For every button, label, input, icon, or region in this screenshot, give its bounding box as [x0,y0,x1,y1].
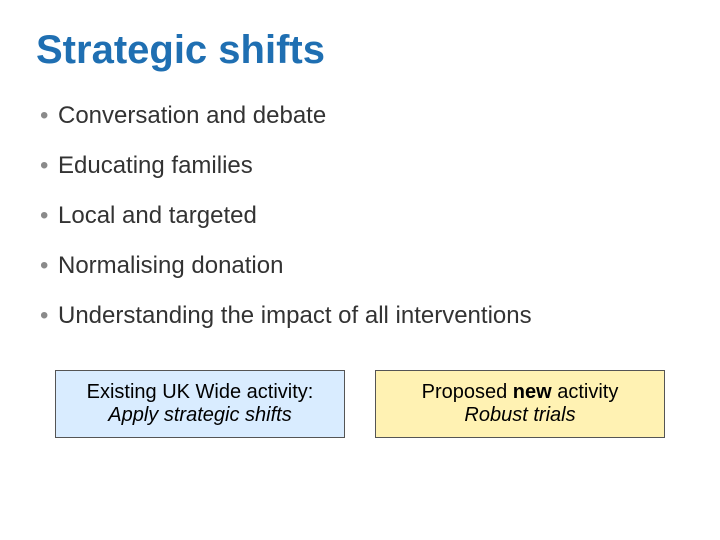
bullet-text: Understanding the impact of all interven… [58,302,532,329]
callout-box-proposed: Proposed new activity Robust trials [375,370,665,438]
list-item: Conversation and debate [36,101,684,131]
bullet-list: Conversation and debate Educating famili… [36,101,684,331]
box-line2: Robust trials [464,404,575,427]
slide-title: Strategic shifts [36,28,684,73]
box-line1: Proposed new activity [422,381,619,404]
bullet-text: Educating families [58,152,253,179]
box-line1: Existing UK Wide activity: [87,381,314,404]
box-line1-prefix: Proposed [422,381,513,403]
list-item: Educating families [36,151,684,181]
bullet-text: Conversation and debate [58,102,326,129]
slide: Strategic shifts Conversation and debate… [0,0,720,540]
bullet-text: Normalising donation [58,252,283,279]
box-line1-bold: new [513,381,552,403]
box-line1-suffix: activity [552,381,619,403]
list-item: Understanding the impact of all interven… [36,301,684,331]
box-line2: Apply strategic shifts [108,404,291,427]
callout-boxes: Existing UK Wide activity: Apply strateg… [0,370,720,438]
list-item: Normalising donation [36,251,684,281]
box-line1-prefix: Existing UK Wide activity: [87,381,314,403]
list-item: Local and targeted [36,201,684,231]
bullet-text: Local and targeted [58,202,257,229]
callout-box-existing: Existing UK Wide activity: Apply strateg… [55,370,345,438]
